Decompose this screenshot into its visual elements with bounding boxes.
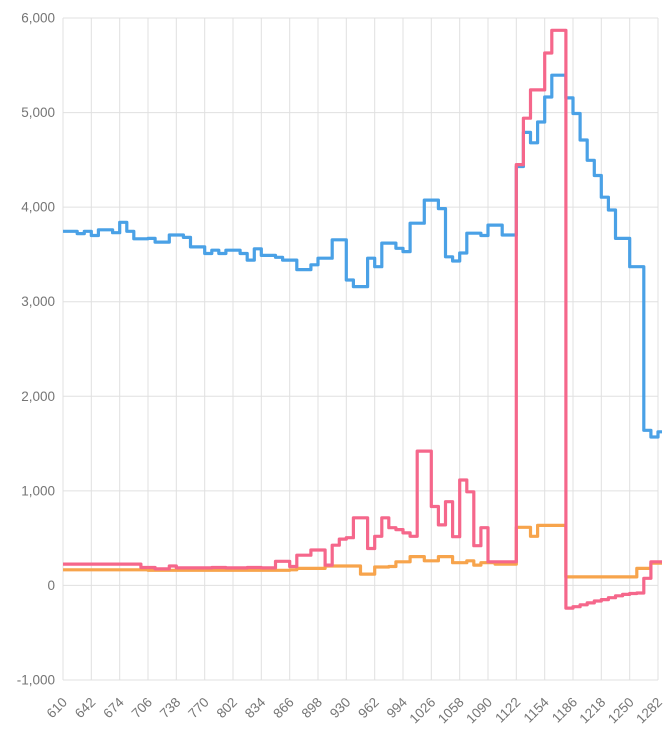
x-axis: 610 642 674 706 738 770 802 834 866 898 930 962 9941… — [44, 694, 663, 726]
series-line-blue — [63, 73, 662, 439]
x-tick-label: 738 — [157, 695, 184, 722]
y-tick-label: 0 — [47, 578, 55, 593]
series-line-orange — [63, 523, 662, 579]
x-tick-label: 930 — [327, 695, 354, 722]
x-tick-label: 1058 — [435, 695, 467, 727]
x-tick-label: 1250 — [605, 695, 637, 727]
x-tick-label: 1218 — [577, 695, 609, 727]
y-tick-label: 1,000 — [21, 483, 55, 498]
x-tick-label: 706 — [129, 695, 156, 722]
y-tick-label: -1,000 — [17, 673, 55, 688]
series-line-pink — [63, 28, 662, 610]
x-tick-label: 1122 — [492, 695, 523, 726]
x-tick-label: 770 — [185, 695, 212, 722]
y-tick-label: 4,000 — [21, 200, 55, 215]
x-tick-label: 802 — [214, 695, 241, 722]
x-tick-label: 1186 — [549, 695, 580, 726]
y-axis: -1,000 0 1,000 2,000 3,000 4,000 5,000 6,000 — [17, 11, 55, 688]
x-tick-label: 898 — [299, 695, 326, 722]
x-tick-label: 1154 — [521, 694, 552, 725]
x-tick-label: 642 — [72, 695, 99, 722]
x-tick-label: 834 — [242, 694, 269, 721]
x-tick-label: 610 — [44, 695, 71, 722]
y-tick-label: 5,000 — [21, 105, 55, 120]
y-tick-label: 2,000 — [21, 389, 55, 404]
x-tick-label: 962 — [355, 695, 382, 722]
x-tick-label: 674 — [100, 694, 127, 721]
x-tick-label: 1026 — [407, 695, 439, 727]
x-tick-label: 1090 — [463, 695, 495, 727]
x-tick-label: 1282 — [633, 695, 663, 727]
y-tick-label: 6,000 — [21, 11, 55, 26]
x-tick-label: 866 — [270, 695, 297, 722]
gridlines — [62, 17, 659, 681]
y-tick-label: 3,000 — [21, 294, 55, 309]
